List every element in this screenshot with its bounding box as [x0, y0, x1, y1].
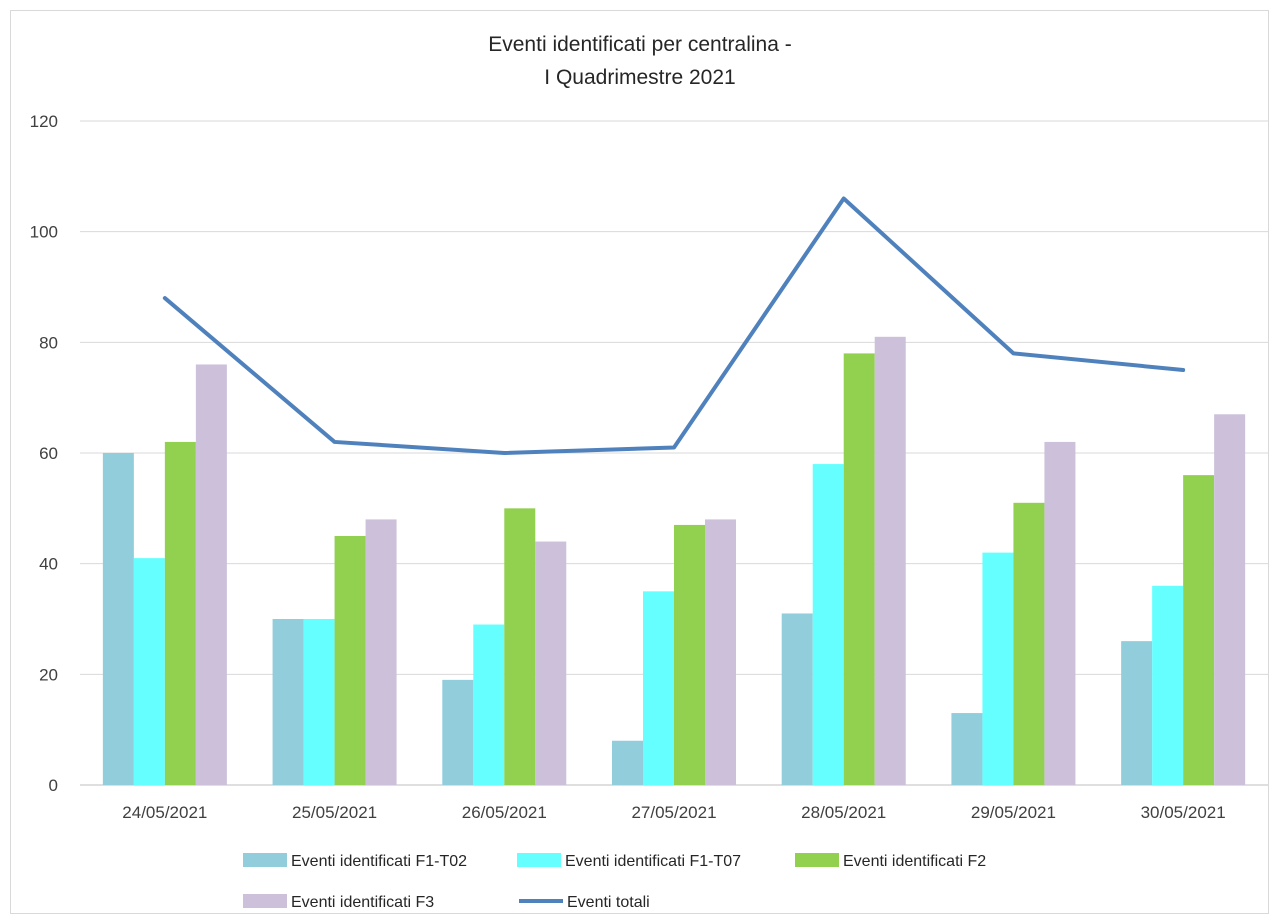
y-tick-label: 40 [39, 555, 58, 574]
y-tick-label: 100 [30, 223, 58, 242]
bar-eventi-identificati-f1-t07 [133, 558, 165, 785]
bar-eventi-identificati-f1-t02 [781, 613, 813, 785]
legend-swatch [517, 853, 561, 867]
legend-swatch [243, 853, 287, 867]
bar-eventi-identificati-f2 [164, 441, 196, 785]
bar-eventi-identificati-f1-t02 [612, 740, 643, 785]
bar-eventi-identificati-f1-t07 [473, 624, 505, 785]
bar-eventi-identificati-f1-t07 [982, 552, 1014, 785]
bar-eventi-identificati-f2 [674, 524, 705, 785]
bar-eventi-identificati-f2 [1183, 475, 1215, 785]
legend-label: Eventi totali [567, 894, 650, 911]
legend-label: Eventi identificati F2 [843, 853, 986, 870]
legend: Eventi identificati F1-T02 Eventi identif… [243, 853, 986, 911]
legend-swatch [795, 853, 839, 867]
bar-eventi-identificati-f1-t07 [643, 591, 674, 785]
legend-label: Eventi identificati F1-T02 [291, 853, 467, 870]
bar-eventi-identificati-f1-t02 [272, 619, 304, 785]
y-tick-label: 120 [30, 112, 58, 131]
bar-eventi-identificati-f2 [504, 508, 536, 785]
x-axis-ticks: 24/05/2021 25/05/2021 26/05/2021 27/05/2021… [122, 803, 1225, 822]
chart-title-line-1: Eventi identificati per centralina - [488, 33, 792, 56]
bar-eventi-identificati-f3 [535, 541, 567, 785]
bar-eventi-identificati-f3 [1044, 441, 1076, 785]
line-eventi-totali [162, 196, 1186, 455]
y-tick-label: 0 [49, 776, 58, 795]
x-tick-label: 28/05/2021 [801, 803, 886, 822]
legend-label: Eventi identificati F1-T07 [565, 853, 741, 870]
y-axis-ticks: 0 20 40 60 80 100 120 [30, 112, 58, 795]
x-tick-label: 27/05/2021 [631, 803, 716, 822]
x-tick-label: 30/05/2021 [1141, 803, 1226, 822]
legend-swatch [243, 894, 287, 908]
y-tick-label: 60 [39, 444, 58, 463]
x-tick-label: 29/05/2021 [971, 803, 1056, 822]
bar-eventi-identificati-f2 [843, 353, 875, 785]
y-tick-label: 80 [39, 333, 58, 352]
bar-eventi-identificati-f3 [705, 519, 736, 785]
y-tick-label: 20 [39, 665, 58, 684]
bars [102, 336, 1246, 785]
chart-title-line-2: I Quadrimestre 2021 [544, 66, 735, 89]
legend-label: Eventi identificati F3 [291, 894, 434, 911]
bar-eventi-identificati-f3 [365, 519, 397, 785]
bar-eventi-identificati-f3 [874, 336, 906, 785]
bar-eventi-identificati-f2 [334, 536, 366, 785]
total-line [162, 196, 1186, 455]
x-tick-label: 25/05/2021 [292, 803, 377, 822]
bar-eventi-identificati-f3 [1214, 414, 1246, 785]
bar-eventi-identificati-f3 [195, 364, 227, 785]
bar-eventi-identificati-f1-t02 [102, 453, 134, 785]
bar-eventi-identificati-f1-t02 [442, 679, 474, 785]
bar-eventi-identificati-f1-t07 [1152, 585, 1184, 785]
bar-eventi-identificati-f1-t07 [812, 464, 844, 785]
x-tick-label: 24/05/2021 [122, 803, 207, 822]
bar-eventi-identificati-f2 [1013, 502, 1045, 785]
bar-eventi-identificati-f1-t02 [1121, 641, 1153, 785]
bar-eventi-identificati-f1-t02 [951, 713, 983, 785]
x-tick-label: 26/05/2021 [462, 803, 547, 822]
bar-eventi-identificati-f1-t07 [303, 619, 335, 785]
